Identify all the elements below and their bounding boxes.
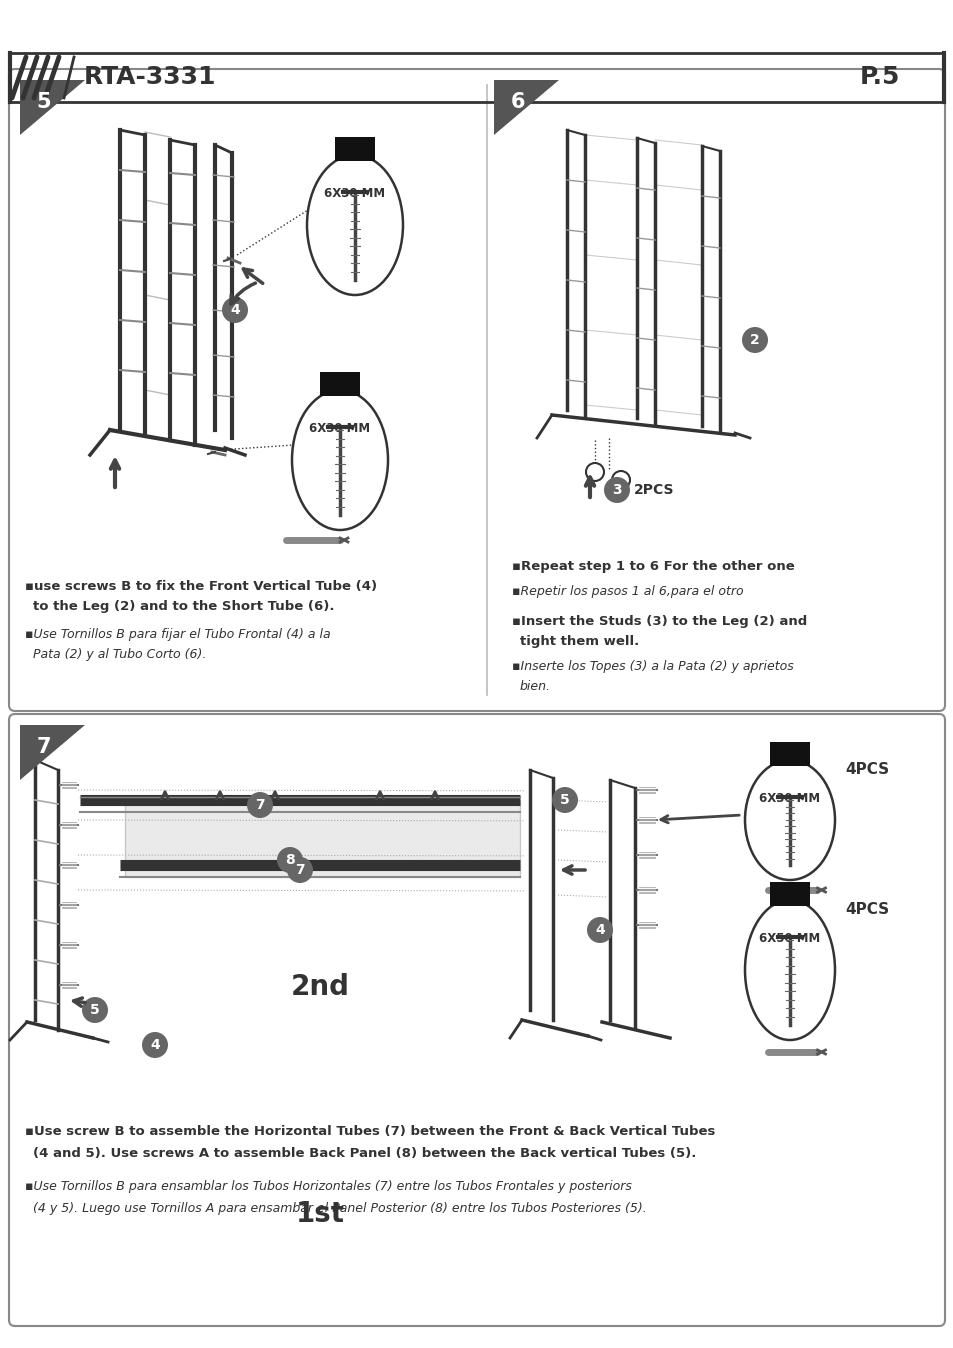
- Text: B: B: [349, 162, 361, 181]
- Text: 7: 7: [294, 863, 305, 878]
- Bar: [125, 799, 519, 878]
- Text: 5: 5: [90, 1003, 100, 1016]
- Circle shape: [741, 328, 767, 353]
- Text: RTA-3331: RTA-3331: [84, 65, 216, 89]
- FancyBboxPatch shape: [9, 714, 944, 1326]
- Polygon shape: [20, 725, 85, 780]
- Circle shape: [603, 477, 629, 503]
- Ellipse shape: [292, 390, 388, 530]
- Text: 1st: 1st: [295, 1200, 344, 1228]
- FancyBboxPatch shape: [335, 137, 375, 160]
- Circle shape: [586, 917, 613, 944]
- Text: 2nd: 2nd: [291, 973, 349, 1002]
- Text: ▪Repetir los pasos 1 al 6,para el otro: ▪Repetir los pasos 1 al 6,para el otro: [512, 585, 742, 599]
- FancyBboxPatch shape: [769, 741, 809, 766]
- Text: A: A: [782, 907, 796, 925]
- FancyBboxPatch shape: [769, 882, 809, 906]
- Text: B: B: [782, 767, 796, 785]
- Circle shape: [82, 998, 108, 1023]
- Circle shape: [585, 462, 603, 481]
- Text: 5: 5: [559, 793, 569, 807]
- Text: 4PCS: 4PCS: [844, 762, 888, 776]
- Text: to the Leg (2) and to the Short Tube (6).: to the Leg (2) and to the Short Tube (6)…: [33, 600, 335, 613]
- Text: 6X30 MM: 6X30 MM: [759, 793, 820, 805]
- Text: 6X50 MM: 6X50 MM: [759, 931, 820, 945]
- Circle shape: [612, 470, 629, 489]
- Text: 6X30 MM: 6X30 MM: [309, 422, 370, 435]
- Circle shape: [287, 857, 313, 883]
- Ellipse shape: [307, 155, 402, 295]
- Text: ▪Use Tornillos B para ensamblar los Tubos Horizontales (7) entre los Tubos Front: ▪Use Tornillos B para ensamblar los Tubo…: [25, 1180, 631, 1193]
- Text: bien.: bien.: [519, 679, 551, 693]
- Text: 4: 4: [150, 1038, 160, 1051]
- FancyBboxPatch shape: [9, 69, 944, 710]
- Text: (4 y 5). Luego use Tornillos A para ensambar el Panel Posterior (8) entre los Tu: (4 y 5). Luego use Tornillos A para ensa…: [33, 1202, 646, 1215]
- Polygon shape: [20, 80, 85, 135]
- Text: 3: 3: [612, 483, 621, 497]
- Text: ▪Use Tornillos B para fijar el Tubo Frontal (4) a la: ▪Use Tornillos B para fijar el Tubo Fron…: [25, 628, 331, 642]
- Text: ▪Inserte los Topes (3) a la Pata (2) y aprietos: ▪Inserte los Topes (3) a la Pata (2) y a…: [512, 661, 793, 673]
- Text: 6: 6: [510, 92, 525, 112]
- Ellipse shape: [744, 760, 834, 880]
- Circle shape: [142, 1033, 168, 1058]
- Circle shape: [276, 847, 303, 874]
- Text: (4 and 5). Use screws A to assemble Back Panel (8) between the Back vertical Tub: (4 and 5). Use screws A to assemble Back…: [33, 1147, 696, 1161]
- Circle shape: [222, 297, 248, 324]
- Text: 2PCS: 2PCS: [634, 483, 674, 497]
- Text: 6X30 MM: 6X30 MM: [324, 187, 385, 200]
- Text: ▪Repeat step 1 to 6 For the other one: ▪Repeat step 1 to 6 For the other one: [512, 559, 794, 573]
- Text: ▪use screws B to fix the Front Vertical Tube (4): ▪use screws B to fix the Front Vertical …: [25, 580, 376, 593]
- Text: B: B: [334, 398, 346, 415]
- Text: 4: 4: [230, 303, 239, 317]
- Text: P.5: P.5: [859, 65, 899, 89]
- Text: 7: 7: [37, 737, 51, 758]
- Text: 8: 8: [285, 853, 294, 867]
- Text: 4PCS: 4PCS: [844, 902, 888, 917]
- FancyBboxPatch shape: [319, 372, 359, 396]
- Text: 4: 4: [595, 923, 604, 937]
- Text: tight them well.: tight them well.: [519, 635, 639, 648]
- Circle shape: [552, 787, 578, 813]
- Text: 5: 5: [36, 92, 51, 112]
- Text: ▪Use screw B to assemble the Horizontal Tubes (7) between the Front & Back Verti: ▪Use screw B to assemble the Horizontal …: [25, 1126, 715, 1138]
- Polygon shape: [494, 80, 558, 135]
- Ellipse shape: [744, 900, 834, 1041]
- Text: 2: 2: [749, 333, 760, 346]
- Text: 7: 7: [254, 798, 265, 811]
- Text: Pata (2) y al Tubo Corto (6).: Pata (2) y al Tubo Corto (6).: [33, 648, 206, 661]
- Text: ▪Insert the Studs (3) to the Leg (2) and: ▪Insert the Studs (3) to the Leg (2) and: [512, 615, 806, 628]
- Circle shape: [247, 793, 273, 818]
